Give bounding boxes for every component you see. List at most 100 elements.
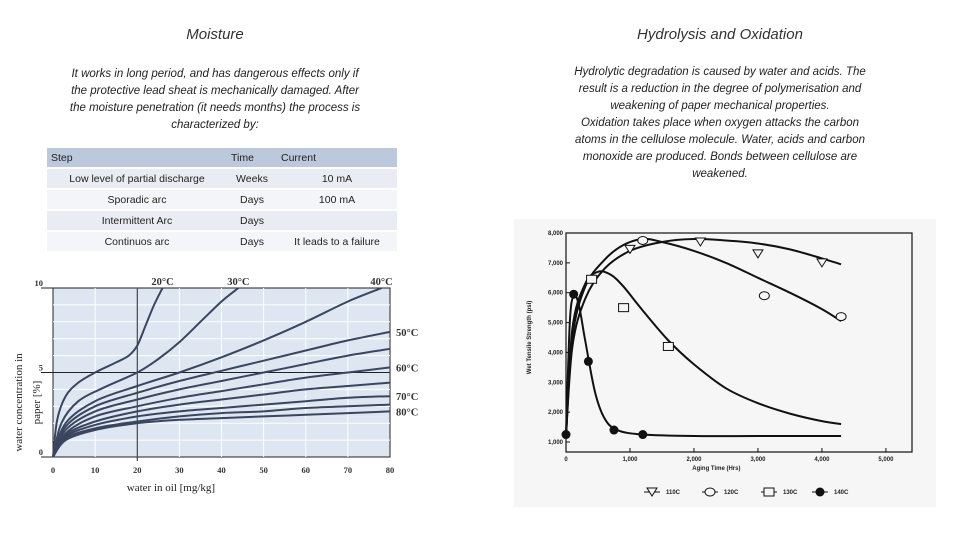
x-tick-label: 50 xyxy=(259,465,268,475)
data-point xyxy=(694,237,707,247)
series-label: 20°C xyxy=(151,277,173,288)
y-tick-label: 7,000 xyxy=(548,261,564,267)
intro-line: characterized by: xyxy=(171,119,259,131)
series-line xyxy=(52,347,391,458)
cell-step: Sporadic arc xyxy=(47,190,227,209)
data-point xyxy=(637,235,649,245)
text-line: weakening of paper mechanical properties… xyxy=(610,100,830,112)
series-label: 60°C xyxy=(396,363,418,374)
y-axis-label: paper [%] xyxy=(31,381,43,425)
data-point xyxy=(624,244,636,255)
data-point xyxy=(835,312,847,322)
text-line: Oxidation takes place when oxygen attack… xyxy=(580,117,860,129)
y-tick-label: 5 xyxy=(39,363,43,373)
series-line xyxy=(52,410,391,458)
x-tick-label: 0 xyxy=(51,465,55,475)
y-tick-label: 0 xyxy=(39,447,43,457)
y-tick-label: 8,000 xyxy=(548,231,564,237)
text-line: atoms in the cellulose molecule. Water, … xyxy=(575,134,865,146)
data-point xyxy=(638,430,648,440)
cell-time: Weeks xyxy=(227,169,277,188)
series-line xyxy=(52,366,391,458)
data-point xyxy=(618,303,630,313)
x-axis-label: Aging Time (Hrs) xyxy=(692,466,740,472)
moisture-intro: It works in long period, and has dangero… xyxy=(40,66,390,134)
hydrolysis-oxidation-title: Hydrolysis and Oxidation xyxy=(637,26,803,43)
plot-frame xyxy=(565,232,913,453)
legend-marker xyxy=(646,487,658,497)
legend-marker xyxy=(815,487,825,497)
series-label: 80°C xyxy=(396,407,418,418)
data-point xyxy=(752,249,764,259)
legend-label: 110C xyxy=(666,490,681,496)
y-tick-label: 5,000 xyxy=(548,321,564,327)
legend-label: 140C xyxy=(834,490,849,496)
legend-marker xyxy=(763,487,775,497)
text-line: result is a reduction in the degree of p… xyxy=(578,83,862,95)
x-tick-label: 4,000 xyxy=(814,457,830,463)
series-line xyxy=(52,287,382,458)
y-tick-label: 3,000 xyxy=(548,380,564,386)
hydrolysis-oxidation-text: Hydrolytic degradation is caused by wate… xyxy=(545,64,895,183)
y-axis-label: water concentration in xyxy=(13,353,25,452)
table-row: Intermittent Arc Days xyxy=(47,211,397,230)
x-tick-label: 30 xyxy=(175,465,184,475)
x-axis-label: water in oil [mg/kg] xyxy=(127,482,215,494)
x-tick-label: 10 xyxy=(91,465,100,475)
series-label: 40°C xyxy=(370,277,392,288)
series-curve xyxy=(565,237,842,437)
cell-current: It leads to a failure xyxy=(277,232,397,251)
x-tick-label: 60 xyxy=(302,465,311,475)
cell-time: Days xyxy=(227,211,277,230)
cell-step: Low level of partial discharge xyxy=(47,169,227,188)
table-row: Continuos arc Days It leads to a failure xyxy=(47,232,397,251)
y-tick-label: 10 xyxy=(35,278,44,288)
y-tick-label: 2,000 xyxy=(548,410,564,416)
table-header-row: Step Time Current xyxy=(47,148,397,167)
cell-step: Continuos arc xyxy=(47,232,227,251)
cell-time: Days xyxy=(227,232,277,251)
text-line: Hydrolytic degradation is caused by wate… xyxy=(574,66,866,78)
series-line xyxy=(52,330,391,458)
x-tick-label: 80 xyxy=(386,465,395,475)
series-label: 70°C xyxy=(396,392,418,403)
x-tick-label: 1,000 xyxy=(622,457,638,463)
series-line xyxy=(52,395,391,458)
cell-current: 10 mA xyxy=(277,169,397,188)
legend-label: 120C xyxy=(724,490,739,496)
series-curve xyxy=(565,270,842,437)
x-tick-label: 20 xyxy=(133,465,142,475)
moisture-title: Moisture xyxy=(186,26,244,43)
series-line xyxy=(52,381,391,458)
x-tick-label: 40 xyxy=(217,465,226,475)
data-point xyxy=(609,425,619,435)
series-label: 30°C xyxy=(227,277,249,288)
cell-current: 100 mA xyxy=(277,190,397,209)
intro-line: the moisture penetration (it needs month… xyxy=(69,102,361,114)
header-step: Step xyxy=(47,148,227,167)
legend-label: 130C xyxy=(783,490,798,496)
x-tick-label: 0 xyxy=(564,457,568,463)
x-tick-label: 3,000 xyxy=(750,457,766,463)
x-tick-label: 70 xyxy=(344,465,353,475)
y-tick-label: 1,000 xyxy=(548,440,564,446)
data-point xyxy=(816,258,828,268)
data-point xyxy=(569,289,579,299)
series-line xyxy=(52,287,164,458)
series-curve xyxy=(565,293,842,438)
aging-tensile-strength-chart: 1,000 2,000 3,000 4,000 5,000 6,000 7,000 8,000… xyxy=(514,219,936,507)
series-line xyxy=(52,403,391,458)
x-tick-label: 5,000 xyxy=(878,457,894,463)
cell-current xyxy=(277,211,397,230)
data-point xyxy=(758,291,770,301)
data-point xyxy=(561,430,571,440)
data-point xyxy=(583,356,593,366)
legend-marker xyxy=(704,487,716,497)
y-axis-label: Wet Tensile Strength (psi) xyxy=(527,301,533,374)
y-tick-label: 4,000 xyxy=(548,350,564,356)
text-line: monoxide are produced. Bonds between cel… xyxy=(582,151,858,163)
cell-time: Days xyxy=(227,190,277,209)
text-line: weakened. xyxy=(692,168,748,180)
y-tick-label: 6,000 xyxy=(548,291,564,297)
series-line xyxy=(52,287,240,458)
